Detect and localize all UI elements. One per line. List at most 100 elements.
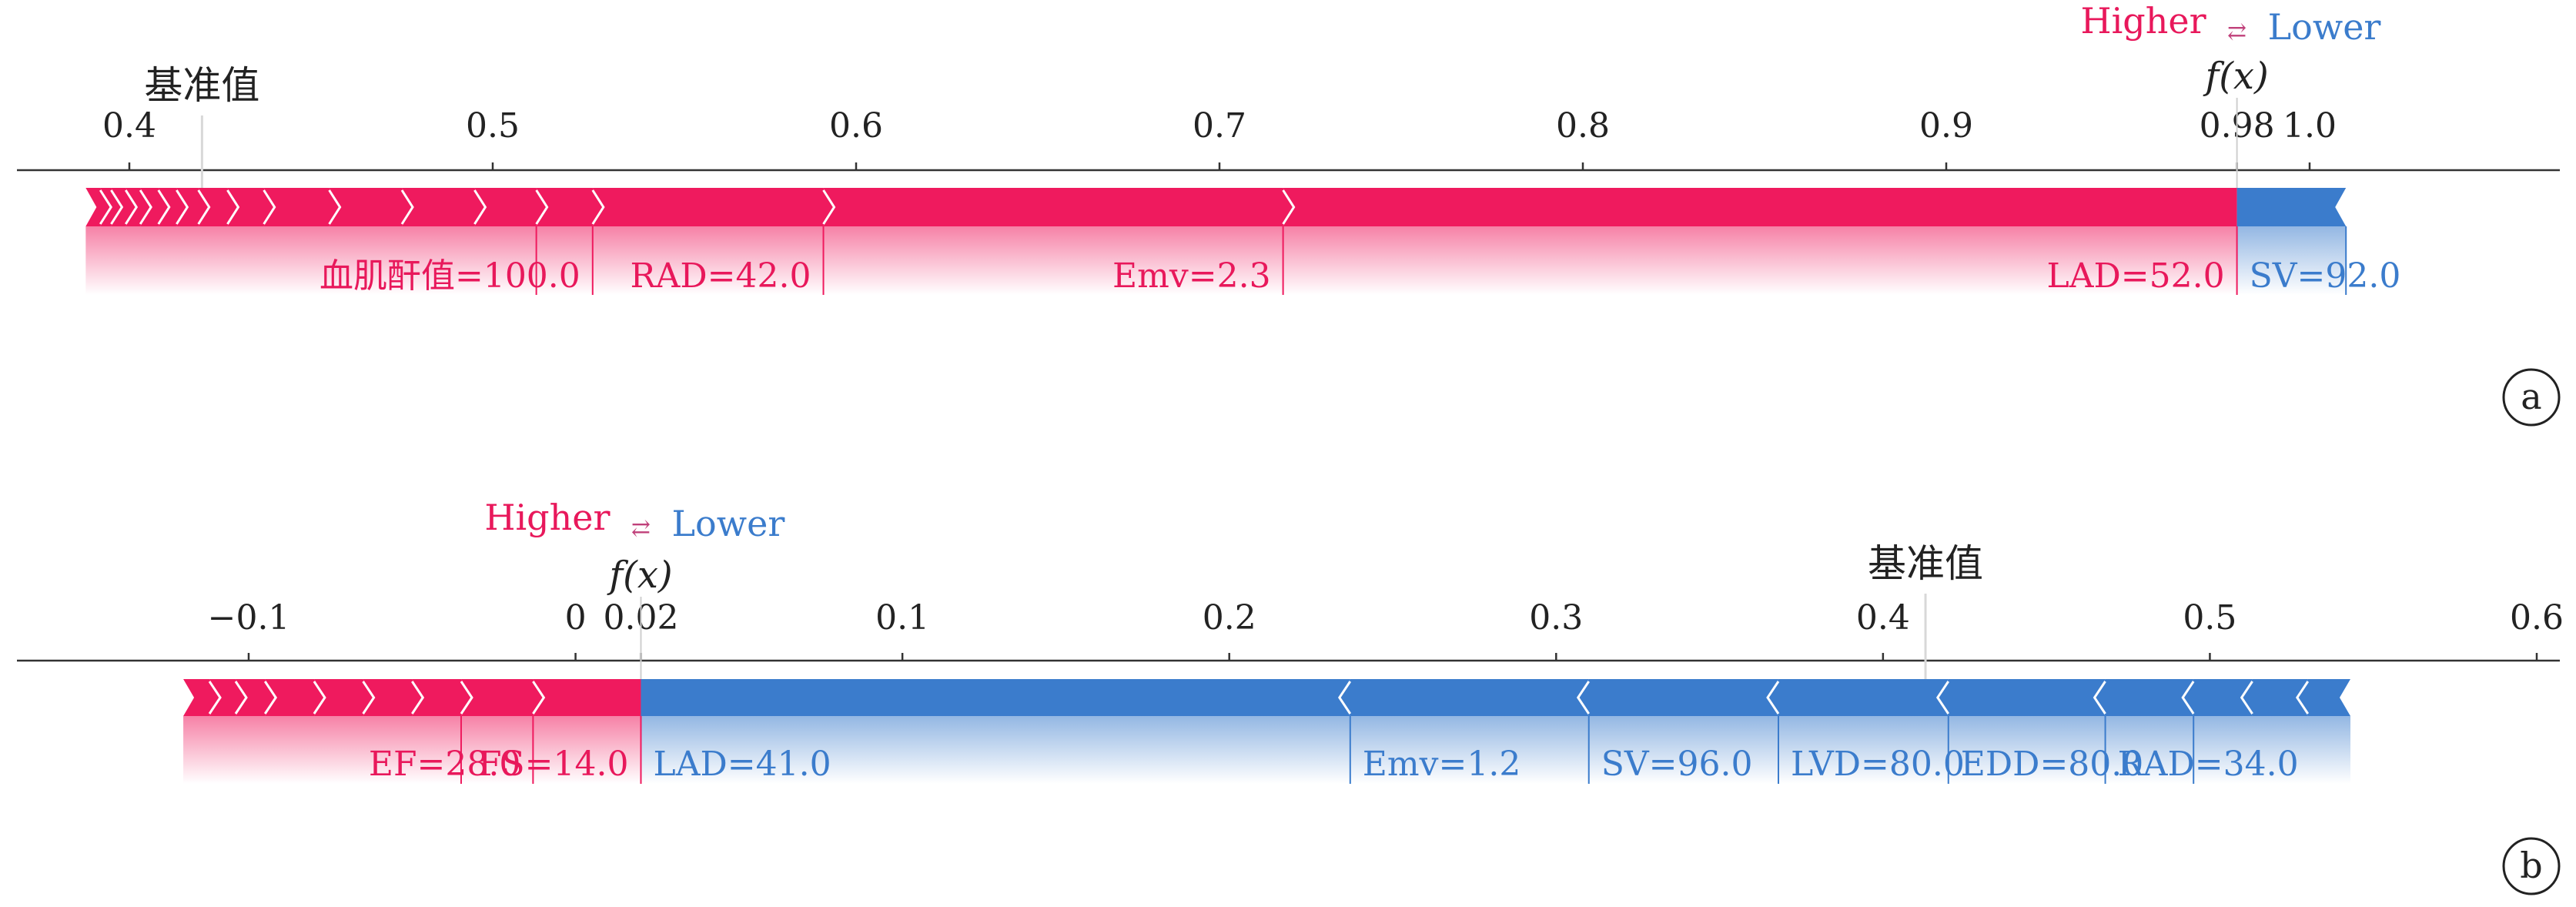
positive-force-segment: [460, 679, 544, 716]
negative-force-segment: [2183, 679, 2253, 716]
x-tick-label: 0.5: [466, 106, 520, 146]
positive-force-segment: [227, 188, 275, 226]
x-tick-label: 0: [565, 598, 587, 638]
negative-force-segment: [1767, 679, 1949, 716]
segment-separator: [263, 681, 278, 715]
segment-separator: [226, 189, 240, 225]
positive-force-segment: [236, 679, 276, 716]
segment-separator: [313, 681, 326, 715]
segment-separator: [1576, 681, 1590, 715]
segment-separator: [99, 189, 113, 225]
segment-separator: [234, 681, 248, 715]
negative-force-segment: [641, 679, 1350, 716]
negative-feature-label: EDD=80.0: [1961, 745, 2144, 784]
segment-separator: [1338, 681, 1352, 715]
negative-force-segment: [1339, 679, 1589, 716]
segment-separator: [1766, 681, 1780, 715]
segment-separator: [197, 189, 211, 225]
base-value-label: 基准值: [1868, 541, 1983, 586]
positive-force-segment: [313, 679, 374, 716]
negative-force-segment: [2297, 679, 2350, 716]
x-tick-label: 0.9: [1919, 106, 1973, 146]
segment-separator: [2093, 681, 2106, 715]
panel-letter-circle: [2502, 837, 2561, 895]
panel-letter-a: a: [2521, 376, 2541, 417]
positive-force-segment: [198, 188, 239, 226]
segment-separator: [400, 189, 414, 225]
positive-force-segment: [412, 679, 472, 716]
positive-force-segment: [329, 188, 413, 226]
positive-force-segment: [1283, 188, 2237, 226]
segment-separator: [2240, 681, 2253, 715]
segment-separator: [460, 681, 473, 715]
negative-force-segment: [2094, 679, 2194, 716]
positive-force-segment: [363, 679, 423, 716]
segment-separator: [208, 681, 222, 715]
segment-separator: [591, 189, 605, 225]
x-tick-label: 0.6: [2510, 598, 2564, 638]
segment-separator: [2181, 681, 2195, 715]
base-value-label: 基准值: [144, 63, 259, 108]
segment-separator: [139, 189, 152, 225]
x-tick-label: 0.4: [1856, 598, 1910, 638]
positive-feature-label: RAD=42.0: [630, 256, 811, 296]
x-tick-label: 0.4: [102, 106, 156, 146]
higher-legend-label: Higher: [2080, 0, 2206, 42]
x-tick-label: 0.2: [1203, 598, 1256, 638]
positive-feature-label: EF=28.0: [369, 745, 520, 784]
negative-force-segment: [2236, 188, 2347, 226]
swap-arrows-icon: ⇄: [631, 515, 651, 542]
x-tick-label: 0.3: [1529, 598, 1583, 638]
negative-feature-label: SV=96.0: [1601, 745, 1753, 784]
positive-force-segment: [533, 679, 641, 716]
segment-separator: [2295, 681, 2310, 715]
positive-force-segment: [265, 679, 325, 716]
segment-separator: [157, 189, 171, 225]
negative-label-band: [2236, 226, 2347, 295]
fx-label: f(x): [2203, 55, 2268, 98]
lower-legend-label: Lower: [2268, 6, 2381, 48]
negative-feature-label: RAD=34.0: [2118, 745, 2299, 784]
negative-feature-label: LVD=80.0: [1791, 745, 1965, 784]
positive-feature-label: Emv=2.3: [1112, 256, 1271, 296]
segment-separator: [1282, 189, 1296, 225]
fx-label: f(x): [607, 554, 672, 597]
negative-feature-label: Emv=1.2: [1363, 745, 1521, 784]
segment-separator: [263, 189, 276, 225]
positive-force-segment: [474, 188, 547, 226]
negative-force-segment: [1937, 679, 2106, 716]
segment-separator: [473, 189, 487, 225]
segment-separator: [535, 189, 549, 225]
segment-separator: [1935, 681, 1950, 715]
positive-force-segment: [823, 188, 1294, 226]
panel-letter-circle: [2502, 368, 2561, 427]
positive-force-segment: [176, 188, 209, 226]
positive-force-segment: [592, 188, 835, 226]
x-tick-label: 0.6: [829, 106, 883, 146]
panel-letter-b: b: [2520, 845, 2542, 886]
segment-separator: [822, 189, 836, 225]
swap-arrows-icon: ⇄: [2227, 18, 2246, 45]
x-tick-label: −0.1: [208, 598, 290, 638]
positive-feature-label: FS=14.0: [478, 745, 629, 784]
segment-separator: [411, 681, 425, 715]
positive-feature-label: LAD=52.0: [2046, 256, 2224, 296]
segment-separator: [328, 189, 342, 225]
segment-separator: [532, 681, 546, 715]
negative-feature-label: SV=92.0: [2250, 256, 2401, 296]
positive-force-segment: [263, 188, 340, 226]
positive-feature-label: 血肌酐值=100.0: [319, 256, 580, 296]
negative-label-band: [641, 716, 2350, 784]
segment-separator: [110, 189, 124, 225]
force-plot-panel-b: b −0.1 0 0.02 0.1 0.2 0.3 0.4 0.5 0.6FS=14.0EF=2…: [17, 497, 2564, 895]
x-tick-label: 1.0: [2283, 106, 2337, 146]
x-tick-label: 0.1: [875, 598, 929, 638]
force-plot-panel-a: a 0.4 0.5 0.6 0.7 0.8 0.9 0.98 1.0LAD=52.0Emv=2…: [17, 0, 2561, 427]
segment-separator: [125, 189, 139, 225]
higher-legend-label: Higher: [484, 497, 610, 538]
negative-feature-label: LAD=41.0: [653, 745, 831, 784]
positive-label-band: [183, 716, 641, 784]
x-tick-label: 0.7: [1193, 106, 1246, 146]
